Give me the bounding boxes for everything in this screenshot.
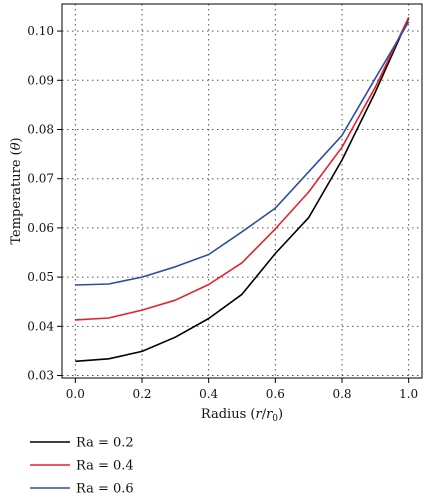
x-tick-label: 0.0 — [66, 387, 85, 401]
x-tick-label: 0.4 — [199, 387, 218, 401]
legend-label-1: Ra = 0.2 — [76, 436, 134, 451]
series-lines — [75, 16, 410, 363]
y-tick-label: 0.06 — [27, 221, 54, 235]
series-line-3 — [75, 21, 410, 286]
x-tick-label: 0.2 — [132, 387, 151, 401]
y-tick-label: 0.04 — [27, 319, 54, 333]
x-tick-label: 1.0 — [399, 387, 418, 401]
grid — [62, 4, 422, 378]
series-line-1 — [75, 17, 410, 363]
series-line-2 — [75, 16, 410, 321]
y-tick-label: 0.07 — [27, 172, 54, 186]
legend-label-2: Ra = 0.4 — [76, 459, 134, 474]
x-axis: 0.0 0.2 0.4 0.6 0.8 1.0 — [66, 378, 418, 401]
x-tick-label: 0.8 — [332, 387, 351, 401]
legend: Ra = 0.2 Ra = 0.4 Ra = 0.6 — [30, 436, 134, 497]
y-axis-label: Temperature (θ) — [9, 137, 24, 244]
y-tick-label: 0.05 — [27, 270, 54, 284]
y-tick-label: 0.03 — [27, 369, 54, 383]
y-tick-label: 0.08 — [27, 122, 54, 136]
x-axis-label: Radius (r/r0) — [201, 407, 283, 424]
y-axis: 0.03 0.04 0.05 0.06 0.07 0.08 0.09 0.10 — [27, 24, 62, 383]
plot-frame — [61, 3, 423, 379]
legend-label-3: Ra = 0.6 — [76, 482, 134, 497]
x-tick-label: 0.6 — [266, 387, 285, 401]
y-tick-label: 0.09 — [27, 73, 54, 87]
y-tick-label: 0.10 — [27, 24, 54, 38]
